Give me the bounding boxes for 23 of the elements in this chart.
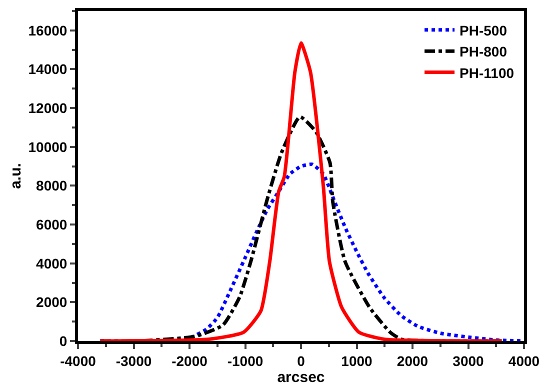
y-tick-label: 10000 [28,138,68,155]
y-tick-label: 16000 [28,22,68,38]
x-tick-label: -3000 [116,352,152,369]
legend-label: PH-500 [460,22,508,38]
y-tick-label: 6000 [36,216,68,232]
y-tick-label: 2000 [36,294,68,310]
y-tick-label: 0 [59,332,68,349]
x-tick-label: 2000 [396,352,428,369]
y-tick-label: 4000 [36,255,68,272]
y-tick-label: 12000 [28,100,68,116]
x-axis-title: arcsec [277,368,325,386]
x-tick-label: -2000 [172,352,208,369]
x-tick-label: 0 [297,352,306,369]
y-tick-label: 14000 [28,61,68,78]
legend-label: PH-1100 [460,64,514,81]
x-tick-label: 3000 [452,352,484,369]
y-tick-label: 8000 [36,178,68,194]
legend-label: PH-800 [460,44,508,60]
x-tick-label: -1000 [227,352,264,369]
y-axis-title: a.u. [8,163,25,189]
x-tick-label: -4000 [60,352,96,369]
x-tick-label: 1000 [341,352,373,369]
x-tick-label: 4000 [508,352,540,369]
